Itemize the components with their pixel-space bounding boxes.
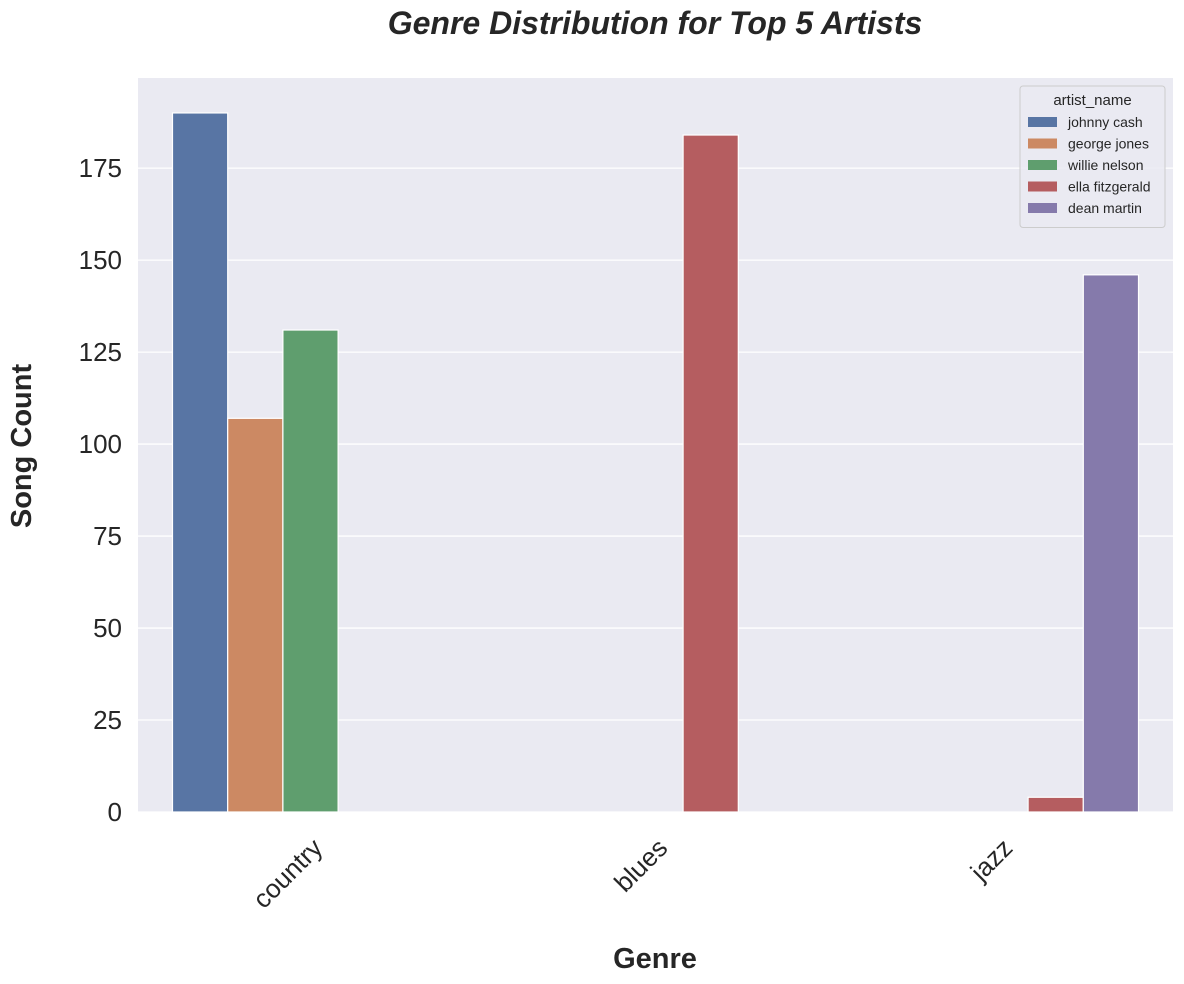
bar-george-jones-country (227, 417, 284, 813)
x-axis-label: Genre (613, 943, 697, 975)
bar-ella-fitzgerald-jazz (1027, 796, 1084, 813)
legend: artist_name johnny cash george jones willi… (1019, 85, 1166, 228)
y-axis-ticks: 0 25 50 75 100 125 150 175 (79, 153, 122, 827)
y-tick-label: 100 (79, 429, 122, 459)
legend-title: artist_name (1053, 92, 1131, 109)
bar-johnny-cash-country (171, 112, 229, 813)
legend-swatch (1028, 138, 1057, 149)
y-tick-label: 175 (79, 153, 122, 183)
bars (171, 112, 1140, 813)
x-tick-label: country (247, 833, 329, 915)
bar-willie-nelson-country (282, 329, 339, 813)
bar-ella-fitzgerald-blues (682, 134, 739, 813)
x-tick-label: blues (608, 833, 673, 898)
legend-swatch (1028, 117, 1057, 127)
y-tick-label: 0 (108, 797, 122, 827)
x-axis-ticks: country blues jazz (247, 833, 1019, 915)
legend-entry: ella fitzgerald (1068, 179, 1151, 195)
legend-swatch (1028, 160, 1057, 170)
legend-entry: george jones (1068, 136, 1149, 152)
y-tick-label: 125 (79, 337, 122, 367)
y-tick-label: 150 (79, 245, 122, 275)
y-tick-label: 50 (93, 613, 122, 643)
x-tick-label: jazz (964, 833, 1019, 888)
legend-swatch (1028, 181, 1057, 192)
legend-entry: willie nelson (1067, 157, 1143, 173)
y-axis-label: Song Count (6, 364, 38, 529)
legend-entry: johnny cash (1067, 114, 1143, 130)
chart-title: Genre Distribution for Top 5 Artists (388, 5, 923, 41)
legend-entry: dean martin (1068, 200, 1142, 216)
legend-swatch (1028, 203, 1057, 213)
bar-dean-martin-jazz (1082, 274, 1140, 813)
y-tick-label: 75 (93, 521, 122, 551)
y-tick-label: 25 (93, 705, 122, 735)
